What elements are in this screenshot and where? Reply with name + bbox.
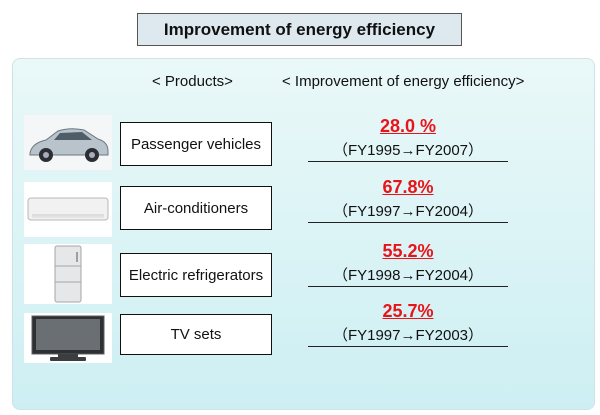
period-air-conditioners: （FY1997→FY2004） xyxy=(308,200,508,223)
percent-air-conditioners: 67.8% xyxy=(382,177,434,197)
products-header: < Products> xyxy=(152,73,233,90)
improvement-header: < Improvement of energy efficiency> xyxy=(282,73,525,90)
product-air-conditioners: Air-conditioners xyxy=(120,186,272,230)
product-electric-refrigerators: Electric refrigerators xyxy=(120,253,272,297)
air-conditioner-icon xyxy=(24,182,112,237)
car-icon xyxy=(24,115,112,170)
period-electric-refrigerators: （FY1998→FY2004） xyxy=(308,264,508,287)
percent-electric-refrigerators: 55.2% xyxy=(382,241,434,261)
period-passenger-vehicles: （FY1995→FY2007） xyxy=(308,139,508,162)
period-tv-sets: （FY1997→FY2003） xyxy=(308,324,508,347)
tv-icon xyxy=(24,313,112,363)
percent-passenger-vehicles: 28.0 % xyxy=(379,116,437,136)
product-tv-sets: TV sets xyxy=(120,314,272,355)
product-passenger-vehicles: Passenger vehicles xyxy=(120,122,272,166)
percent-tv-sets: 25.7% xyxy=(382,301,434,321)
page-title: Improvement of energy efficiency xyxy=(137,13,462,46)
refrigerator-icon xyxy=(24,244,112,304)
